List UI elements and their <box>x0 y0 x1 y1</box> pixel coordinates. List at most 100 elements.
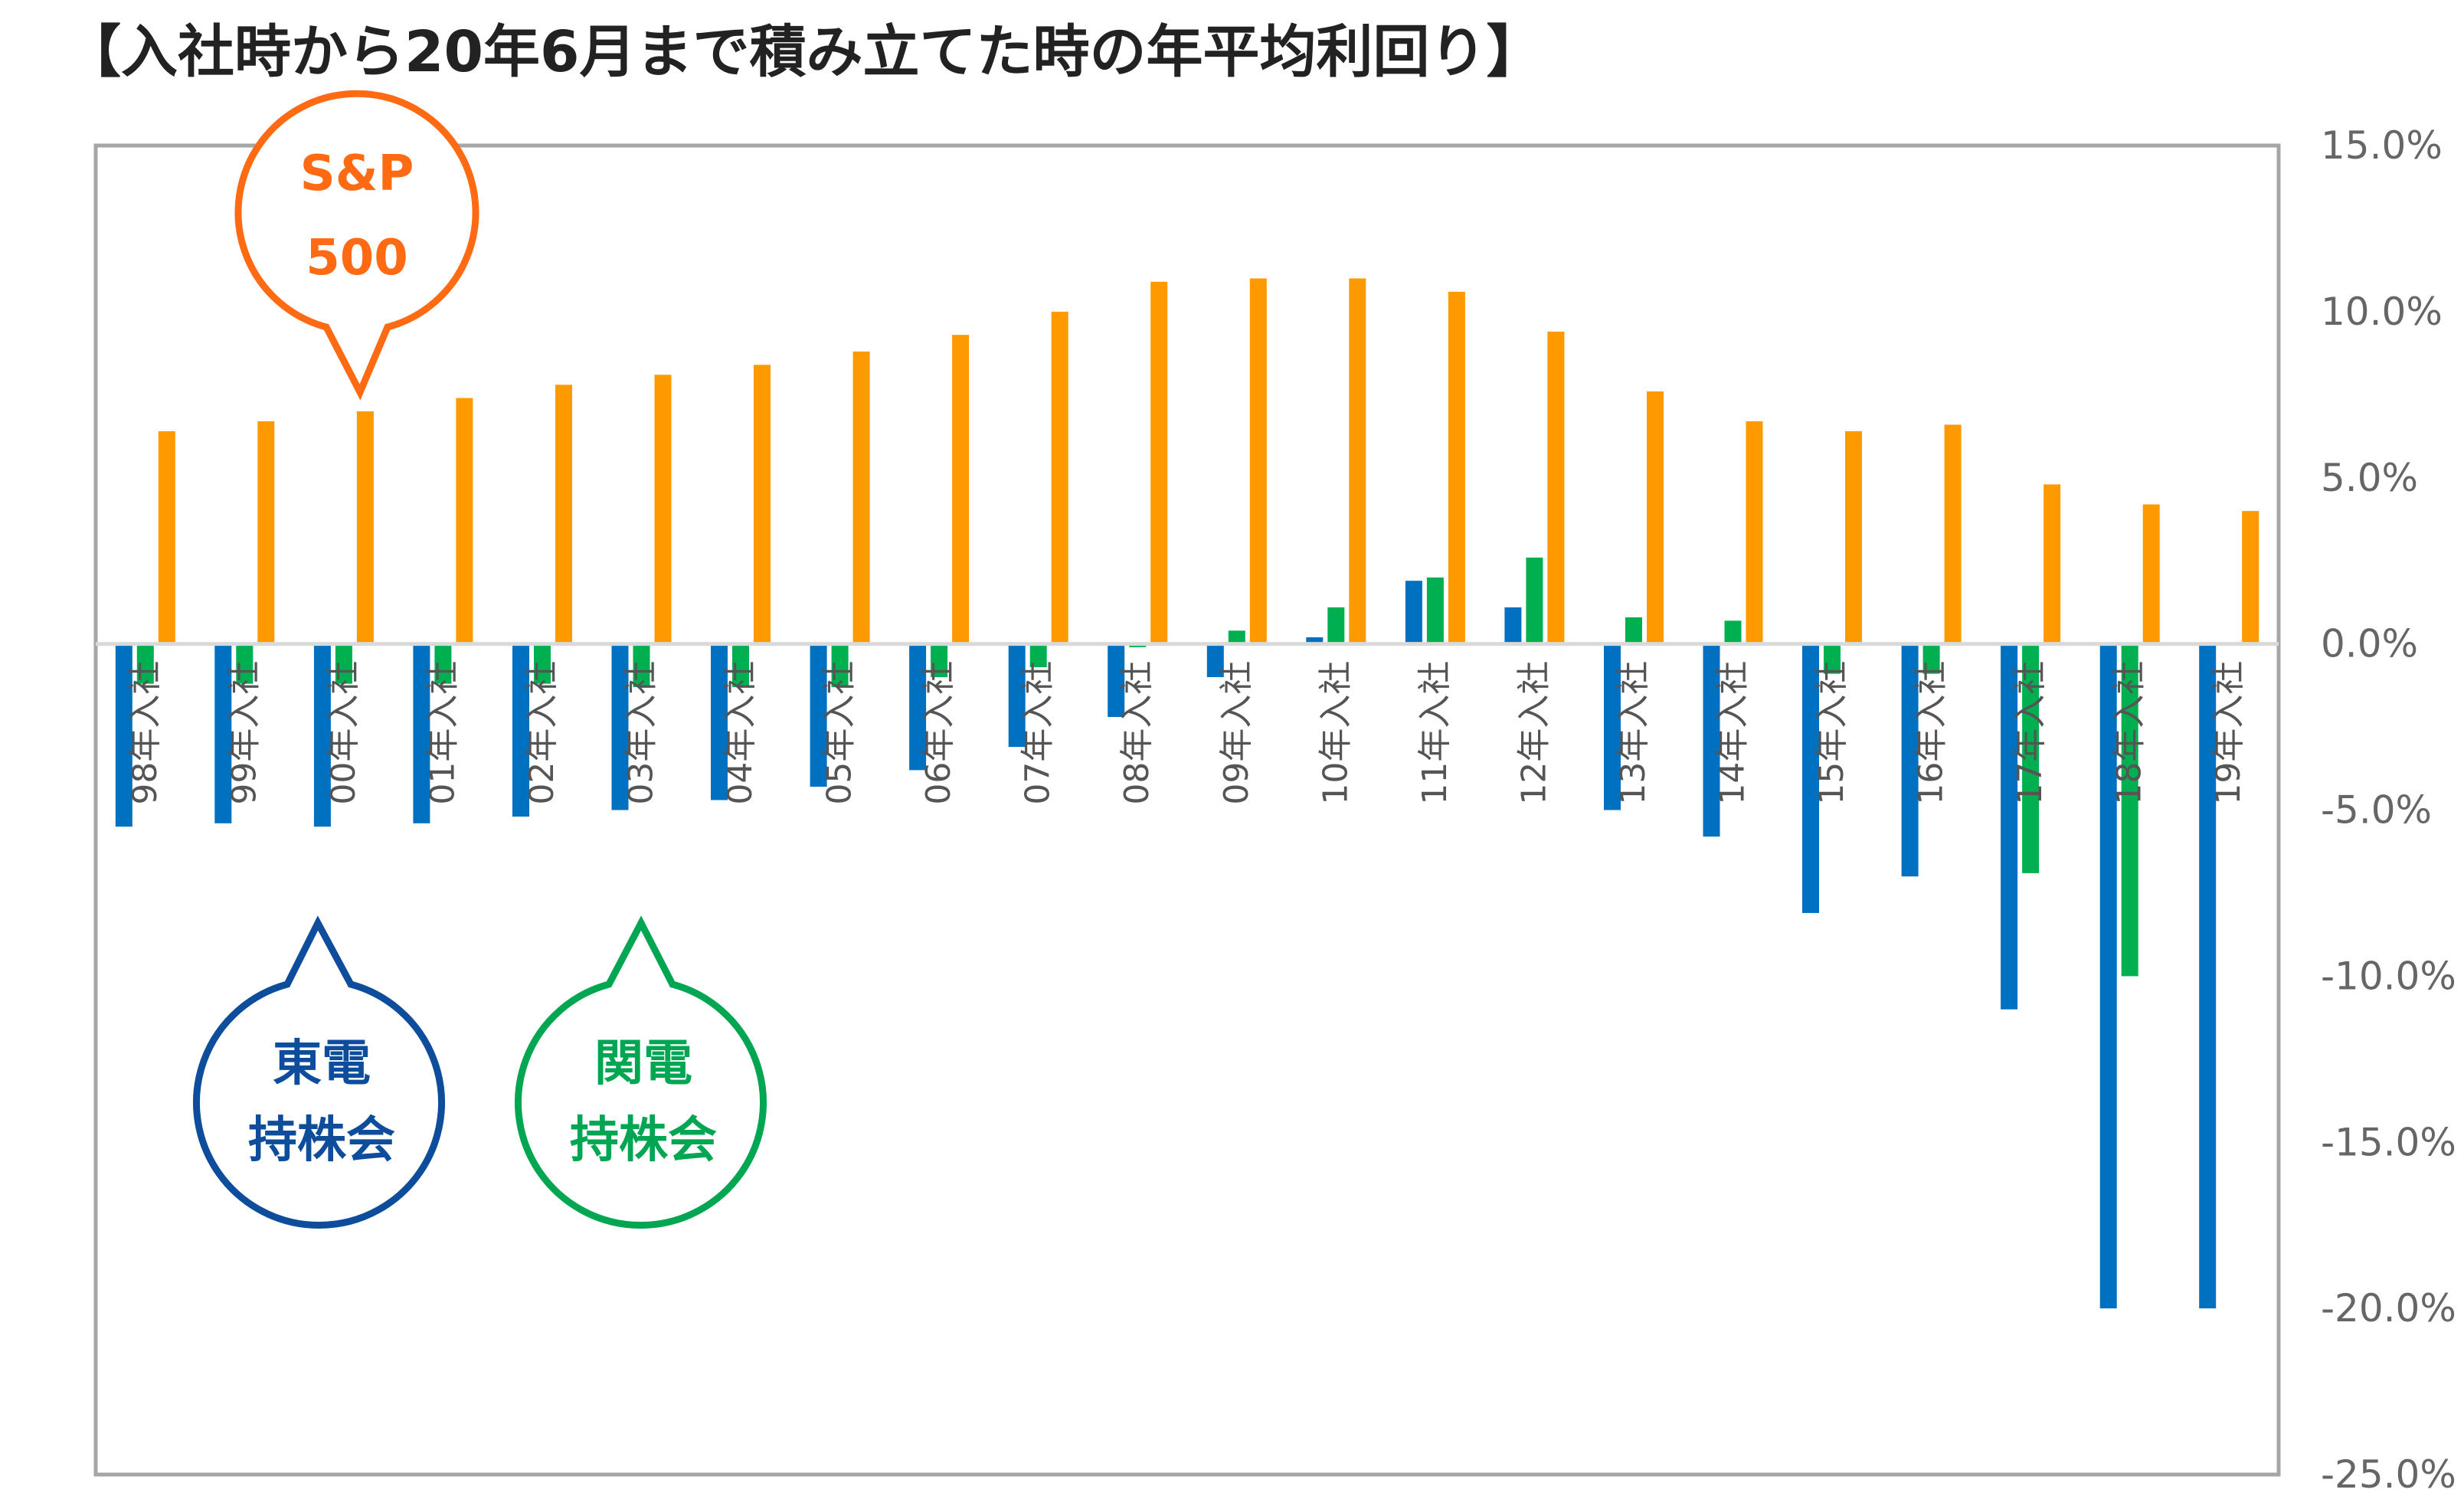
bar-series2-13年入社 <box>1647 391 1664 644</box>
chart-title: 【入社時から20年6月まで積み立てた時の年平均利回り】 <box>64 19 1543 85</box>
callout-kanden-bubble <box>515 915 767 1229</box>
y-tick-label: 0.0% <box>2321 622 2418 666</box>
bar-series2-07年入社 <box>1051 311 1068 644</box>
bar-series1-04年入社 <box>732 643 749 687</box>
bar-series2-12年入社 <box>1547 331 1565 644</box>
x-tick-label: 13年入社 <box>1614 661 1653 805</box>
x-tick-label: 19年入社 <box>2209 661 2248 805</box>
callout-toden-line2: 持株会 <box>248 1112 395 1169</box>
x-tick-label: 05年入社 <box>820 661 859 805</box>
bar-series0-03年入社 <box>611 643 629 810</box>
x-tick-label: 07年入社 <box>1019 661 1058 805</box>
x-tick-label: 15年入社 <box>1812 661 1851 805</box>
callout-toden-bubble <box>193 915 445 1229</box>
x-tick-label: 10年入社 <box>1316 661 1355 805</box>
bars-group <box>115 278 2259 1309</box>
y-tick-label: -10.0% <box>2321 954 2456 998</box>
bar-series0-02年入社 <box>512 643 529 817</box>
bar-series1-10年入社 <box>1327 607 1345 644</box>
callout-sp500: S&P 500 <box>234 90 479 401</box>
bar-series2-10年入社 <box>1349 278 1366 644</box>
x-tick-label: 18年入社 <box>2110 661 2149 805</box>
bar-series0-18年入社 <box>2099 643 2117 1309</box>
bar-series2-11年入社 <box>1448 291 1465 644</box>
bar-series0-98年入社 <box>115 643 133 827</box>
callout-sp500-line2: 500 <box>306 230 408 286</box>
x-tick-label: 09年入社 <box>1217 661 1256 805</box>
bar-series0-05年入社 <box>810 643 827 787</box>
x-tick-label: 04年入社 <box>721 661 760 805</box>
y-tick-label: 5.0% <box>2321 456 2418 500</box>
bar-series2-00年入社 <box>356 411 374 644</box>
x-tick-label: 12年入社 <box>1514 661 1553 805</box>
callout-toden-line1: 東電 <box>273 1036 371 1092</box>
bar-series2-05年入社 <box>852 351 870 644</box>
bar-series0-13年入社 <box>1604 643 1621 810</box>
x-axis-tick-labels: 98年入社 99年入社 00年入社 01年入社 02年入社 03年入社 04年入社 05年入社… <box>126 661 2248 805</box>
bar-series1-09年入社 <box>1228 630 1245 644</box>
bar-series0-19年入社 <box>2199 643 2217 1309</box>
bar-series1-13年入社 <box>1625 617 1642 644</box>
plot-frame <box>93 143 2281 1477</box>
callout-sp500-line1: S&P <box>300 146 414 202</box>
callout-kanden: 関電 持株会 <box>515 915 767 1229</box>
bar-series1-00年入社 <box>335 643 352 684</box>
callout-kanden-line2: 持株会 <box>570 1112 717 1169</box>
x-tick-label: 11年入社 <box>1415 661 1455 805</box>
x-tick-label: 02年入社 <box>522 661 561 805</box>
bar-series0-16年入社 <box>1901 643 1919 877</box>
bar-series0-10年入社 <box>1306 637 1324 644</box>
x-tick-label: 99年入社 <box>224 661 263 805</box>
bar-series0-00年入社 <box>313 643 331 827</box>
bar-series1-14年入社 <box>1724 620 1742 644</box>
bar-series1-16年入社 <box>1922 643 1940 674</box>
bar-series1-18年入社 <box>2121 643 2138 977</box>
x-tick-label: 14年入社 <box>1713 661 1752 805</box>
bar-series0-04年入社 <box>711 643 728 800</box>
y-tick-label: -20.0% <box>2321 1286 2456 1331</box>
x-tick-label: 17年入社 <box>2011 661 2050 805</box>
bar-series1-02年入社 <box>534 643 551 684</box>
y-tick-label: -15.0% <box>2321 1120 2456 1164</box>
bar-series2-01年入社 <box>456 398 473 644</box>
bar-series0-14年入社 <box>1703 643 1720 837</box>
bar-series0-08年入社 <box>1108 643 1125 717</box>
y-tick-label: -25.0% <box>2321 1452 2456 1497</box>
bar-series2-14年入社 <box>1746 421 1763 644</box>
y-tick-label: 10.0% <box>2321 290 2443 334</box>
bar-series0-15年入社 <box>1802 643 1819 913</box>
bar-series0-12年入社 <box>1504 607 1522 644</box>
bar-series2-16年入社 <box>1944 424 1962 644</box>
y-tick-label: -5.0% <box>2321 788 2432 833</box>
bar-series1-98年入社 <box>136 643 154 684</box>
x-tick-label: 06年入社 <box>919 661 958 805</box>
bar-series2-15年入社 <box>1845 431 1862 644</box>
y-tick-label: 15.0% <box>2321 123 2443 168</box>
bar-series2-99年入社 <box>257 421 275 644</box>
bar-series2-04年入社 <box>754 365 771 644</box>
x-tick-label: 03年入社 <box>622 661 661 805</box>
bar-series0-01年入社 <box>413 643 430 823</box>
bar-series2-18年入社 <box>2142 504 2160 644</box>
bar-series0-99年入社 <box>214 643 232 823</box>
bar-series1-12年入社 <box>1526 557 1543 644</box>
bar-series2-19年入社 <box>2242 511 2259 644</box>
bar-series1-11年入社 <box>1426 577 1444 644</box>
bar-series1-07年入社 <box>1029 643 1047 667</box>
callout-kanden-line1: 関電 <box>594 1036 692 1092</box>
bar-series2-02年入社 <box>555 385 572 644</box>
y-axis-tick-labels: 15.0% 10.0% 5.0% 0.0% -5.0% -10.0% -15.0% -20.0… <box>2321 123 2456 1497</box>
bar-series1-01年入社 <box>434 643 452 684</box>
x-tick-label: 00年入社 <box>324 661 363 805</box>
bar-series1-03年入社 <box>633 643 650 687</box>
callout-toden: 東電 持株会 <box>193 915 445 1229</box>
bar-series2-98年入社 <box>158 431 175 644</box>
bar-series2-09年入社 <box>1249 278 1267 644</box>
x-tick-label: 01年入社 <box>423 661 462 805</box>
bar-series2-08年入社 <box>1150 281 1168 644</box>
bar-series1-05年入社 <box>831 643 849 687</box>
callout-sp500-bubble <box>234 90 479 401</box>
bar-series1-15年入社 <box>1824 643 1841 674</box>
x-tick-label: 98年入社 <box>126 661 165 805</box>
